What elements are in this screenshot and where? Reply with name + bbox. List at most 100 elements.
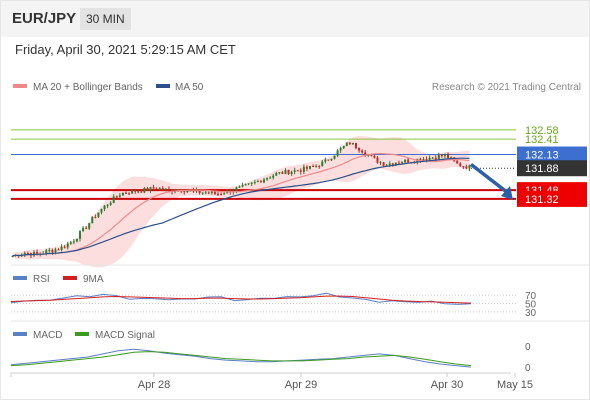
candle-body [131, 190, 134, 194]
candle-body [97, 212, 100, 217]
candle-body [419, 158, 422, 162]
candle-body [152, 187, 155, 189]
candle-body [82, 227, 85, 232]
candle-body [103, 205, 106, 210]
candle-body [253, 182, 256, 184]
candle-body [321, 161, 324, 167]
candle-body [69, 242, 72, 244]
candle-body [60, 246, 63, 250]
candle-body [281, 172, 284, 174]
candle-body [125, 192, 127, 194]
candle-body [217, 193, 219, 195]
legend-label-macd: MACD [33, 330, 62, 341]
candle-body [161, 188, 164, 190]
chart-header: EUR/JPY 30 MIN [1, 1, 589, 37]
candle-body [158, 188, 161, 190]
candle-body [75, 238, 78, 242]
candle-body [241, 185, 244, 187]
candle-body [315, 165, 318, 167]
candle-body [437, 155, 440, 160]
legend-swatch-macd [13, 332, 27, 336]
rsi-legend: RSI 9MA [13, 274, 104, 285]
interval-badge[interactable]: 30 MIN [80, 8, 131, 30]
candle-body [394, 162, 397, 165]
candle-body [167, 188, 170, 190]
candle-body [465, 166, 468, 169]
level-label-132-58: 132.58 [525, 125, 559, 137]
candle-body [109, 202, 112, 205]
candle-body [250, 182, 253, 184]
candle-body [85, 227, 88, 229]
legend-swatch-macd-signal [75, 332, 89, 336]
candle-body [201, 192, 204, 194]
candle-body [45, 250, 48, 254]
candle-body [404, 159, 407, 163]
candle-body [11, 255, 14, 258]
current-price-tag [517, 160, 587, 177]
candle-body [207, 192, 210, 194]
candle-body [379, 162, 382, 164]
candle-body [266, 178, 269, 180]
level-label-131-32: 131.32 [525, 194, 559, 206]
candle-body [305, 166, 308, 169]
candle-body [91, 216, 94, 224]
bollinger-band [12, 136, 470, 268]
candle-body [450, 157, 453, 159]
candle-body [324, 159, 327, 162]
candle-body [401, 162, 403, 164]
candle-body [118, 195, 121, 197]
legend-label-rsi: RSI [33, 274, 50, 285]
level-tag-132-13 [517, 146, 587, 163]
legend-swatch-ma50 [156, 84, 170, 88]
candle-body [284, 169, 287, 174]
candle-body [330, 158, 333, 161]
candle-body [88, 223, 91, 229]
candle-body [54, 249, 57, 253]
candle-body [189, 190, 192, 192]
x-tick-label: Apr 29 [285, 379, 317, 391]
candle-body [79, 231, 81, 239]
candle-body [309, 166, 311, 169]
candle-body [345, 142, 348, 146]
candle-body [425, 159, 428, 161]
macd-legend: MACD MACD Signal [13, 330, 155, 341]
timestamp: Friday, April 30, 2021 5:29:15 AM CET [15, 42, 236, 57]
rsi-series-9ma [10, 295, 472, 304]
level-label-132-41: 132.41 [525, 134, 559, 146]
candle-body [327, 159, 330, 161]
ma20-line [12, 152, 470, 257]
candle-body [238, 186, 241, 188]
candle-body [397, 162, 400, 164]
candle-body [213, 191, 216, 194]
candle-body [364, 152, 367, 156]
candle-body [259, 181, 262, 183]
candle-body [223, 193, 226, 195]
candle-body [256, 181, 259, 183]
candle-body [333, 155, 336, 159]
rsi-ref-label: 30 [525, 308, 537, 319]
candle-body [146, 188, 149, 191]
x-tick-label: Apr 30 [431, 379, 463, 391]
symbol-title: EUR/JPY [12, 10, 77, 27]
candle-body [373, 155, 376, 158]
candle-body [149, 187, 152, 191]
candle-body [220, 193, 223, 195]
candle-body [155, 188, 158, 190]
candle-body [33, 252, 35, 256]
candle-body [358, 148, 361, 151]
legend-label-ma50: MA 50 [175, 82, 204, 93]
candle-body [459, 163, 462, 167]
candle-body [66, 243, 69, 248]
candle-body [263, 179, 265, 183]
candle-body [134, 190, 137, 192]
candle-body [468, 165, 471, 169]
candle-body [112, 196, 115, 203]
candle-body [447, 153, 449, 158]
rsi-ref-label: 70 [525, 291, 537, 302]
rsi-ref-label: 50 [525, 300, 537, 311]
candle-body [247, 183, 250, 185]
candle-body [293, 170, 296, 172]
